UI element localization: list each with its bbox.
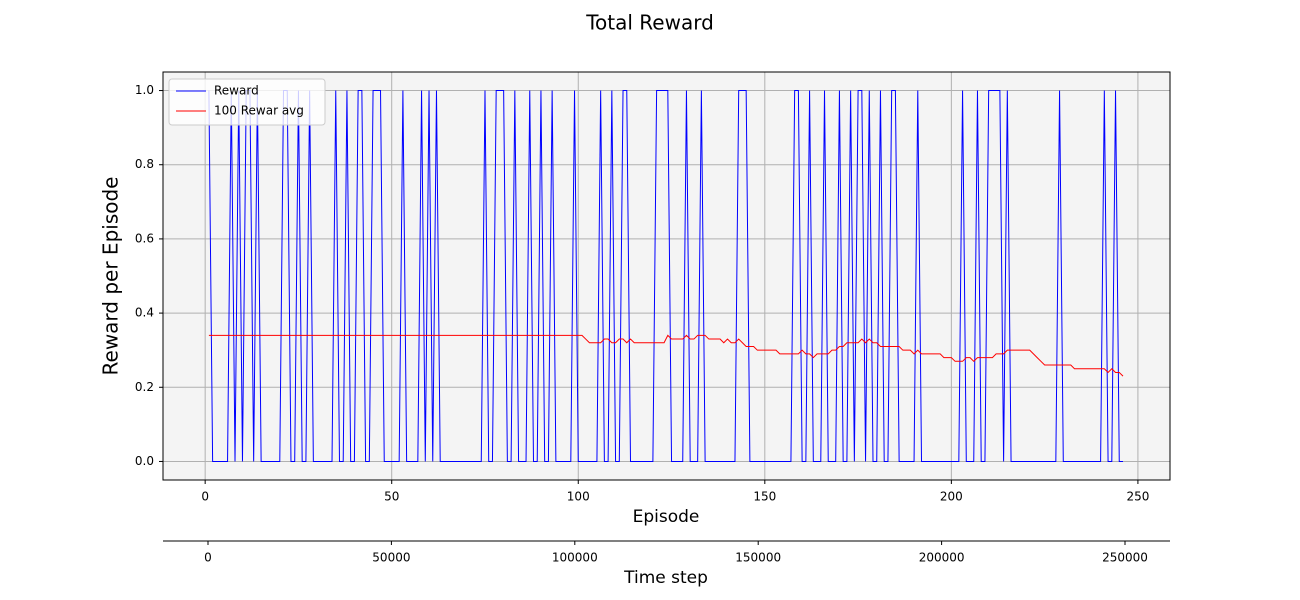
series-line [208,90,1123,462]
x-tick-label: 50 [384,490,399,504]
y-tick-label: 0.4 [135,306,154,320]
y-axis-label: Reward per Episode [99,177,123,376]
x2-tick-label: 100000 [552,551,598,565]
x-tick-label: 250 [1126,490,1149,504]
plot-frame [162,71,1171,481]
x2-tick-label: 50000 [372,551,410,565]
y-tick-label: 1.0 [135,83,154,97]
plot-area [163,72,1170,480]
chart-title: Total Reward [585,11,714,35]
y-tick-label: 0.8 [135,157,154,171]
series-line [208,334,1124,377]
legend: Reward 100 Rewar avg [168,78,326,126]
x2-tick-label: 150000 [735,551,781,565]
y-tick-label: 0.0 [135,454,154,468]
legend-label: 100 Rewar avg [214,104,304,118]
x-axis-label: Episode [633,507,700,527]
x2-tick-label: 250000 [1102,551,1148,565]
y-tick-label: 0.2 [135,380,154,394]
legend-box [168,78,326,126]
x-tick-label: 200 [940,490,963,504]
x2-tick-label: 200000 [919,551,965,565]
x-tick-label: 0 [201,490,209,504]
x2-axis-label: Time step [623,568,708,588]
legend-label: Reward [214,84,259,98]
x-tick-label: 100 [567,490,590,504]
x-tick-label: 150 [753,490,776,504]
x2-tick-label: 0 [204,551,212,565]
y-tick-label: 0.6 [135,231,154,245]
lines [208,90,1124,462]
